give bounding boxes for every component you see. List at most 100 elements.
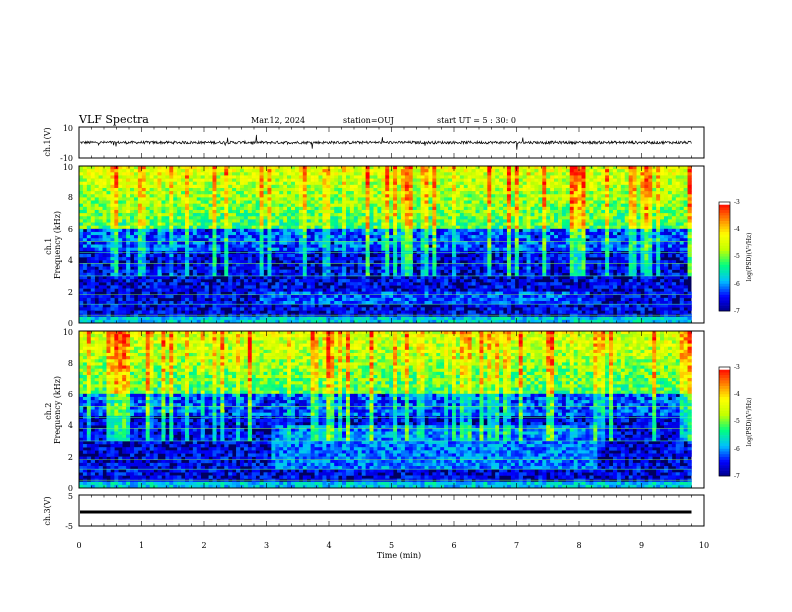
spec1-cells-cell (455, 206, 461, 211)
spec1-cells-cell (338, 319, 343, 324)
spec1-cells-cell (510, 257, 516, 261)
spec1-cells-cell (114, 175, 119, 179)
spec1-cells-cell (294, 291, 300, 296)
spec1-cells-cell (448, 166, 453, 170)
spec1-cells-cell (192, 263, 198, 267)
spec1-cells-cell (408, 203, 414, 208)
spec1-cells-cell (495, 319, 500, 324)
spec1-cells-cell (149, 235, 154, 239)
spec1-cells-cell (243, 216, 249, 220)
spec1-cells-cell (338, 260, 343, 264)
spec1-cells-cell (79, 269, 84, 274)
spec1-cells-cell (357, 272, 362, 277)
spec1-cells-cell (408, 285, 414, 289)
spec1-cells-cell (361, 266, 366, 270)
spec1-cells-cell (110, 187, 115, 192)
spec1-cells-cell (118, 319, 123, 324)
spec1-cells-cell (306, 200, 311, 204)
spec1-cells-cell (404, 263, 410, 267)
spec1-cells-cell (94, 269, 99, 274)
spec1-cells-cell (448, 247, 453, 252)
spec1-cells-cell (122, 282, 127, 286)
spec1-cells-cell (298, 200, 304, 204)
spec1-cells-cell (444, 316, 449, 321)
spec1-cells-cell (271, 297, 276, 302)
spec1-cells-cell (118, 216, 123, 220)
spec1-cells-cell (318, 206, 323, 211)
spec1-cells-cell (239, 213, 245, 217)
spec1-cells-cell (373, 203, 378, 208)
spec1-cells-cell (204, 209, 209, 214)
spec1-cells-cell (506, 231, 512, 236)
spec1-cells-cell (259, 203, 264, 208)
spec1-cells-cell (271, 219, 276, 223)
spec1-cells-cell (86, 191, 92, 195)
spec1-cells-cell (247, 194, 253, 198)
spec1-cells-cell (291, 285, 296, 289)
spec1-cells-cell (385, 206, 390, 211)
spec1-cells-cell (455, 294, 461, 299)
spec1-cells-cell (204, 282, 209, 286)
spec1-cells-cell (432, 187, 437, 192)
spec1-cells-cell (424, 228, 429, 233)
spec1-cells-cell (416, 235, 421, 239)
spec1-cells-cell (487, 257, 492, 261)
spec1-cells-cell (377, 253, 382, 258)
spec1-cells-cell (506, 178, 512, 182)
spec1-cells-cell (322, 222, 327, 226)
spec1-cells-cell (200, 228, 205, 233)
spec1-cells-cell (114, 172, 119, 176)
spec1-cells-cell (448, 209, 453, 214)
spec1-cells-cell (141, 181, 147, 186)
spec1-cells-cell (279, 184, 284, 189)
spec1-cells-cell (263, 319, 268, 324)
spec1-cells-cell (506, 319, 512, 324)
spec1-cells-cell (345, 225, 351, 230)
spec1-cells-cell (271, 166, 276, 170)
spec1-cells-cell (133, 244, 139, 248)
spec1-cells-cell (141, 178, 147, 182)
spec1-cells-cell (141, 253, 147, 258)
spec1-cells-cell (353, 235, 359, 239)
spec1-cells-cell (133, 263, 139, 267)
spec1-cells-cell (420, 197, 425, 201)
spec1-cells-cell (239, 297, 245, 302)
spec1-cells-cell (181, 294, 186, 299)
spec1-cells-cell (102, 297, 107, 302)
spec1-cells-cell (412, 275, 417, 280)
spec1-cells-cell (122, 247, 127, 252)
spec1-cells-cell (141, 260, 147, 264)
spec1-cells-cell (322, 181, 327, 186)
spec1-cells-cell (338, 172, 343, 176)
spec1-cells-cell (255, 194, 260, 198)
spec1-cells-cell (291, 225, 296, 230)
spec1-cells-cell (86, 279, 92, 283)
spec1-cells-cell (141, 310, 147, 314)
spec1-cells-cell (102, 225, 107, 230)
spec1-cells-cell (510, 235, 516, 239)
spec1-cells-cell (499, 272, 504, 277)
spec1-cells-cell (479, 219, 484, 223)
spec1-cells-cell (196, 222, 202, 226)
spec1-cells-cell (357, 279, 362, 283)
spec1-cells-cell (204, 175, 209, 179)
spec1-cells-cell (495, 282, 500, 286)
spec1-cells-cell (98, 166, 103, 170)
spec1-cells-cell (495, 209, 500, 214)
spec1-cells-cell (479, 225, 484, 230)
spec1-cells-cell (149, 203, 154, 208)
spec1-cells-cell (82, 172, 88, 176)
spec1-cells-cell (310, 166, 315, 170)
spec1-cells-cell (185, 235, 190, 239)
spec1-cells-cell (185, 228, 190, 233)
spec1-cells-cell (86, 257, 92, 261)
spec1-cells-cell (255, 244, 260, 248)
spec1-cells-cell (377, 228, 382, 233)
spec1-cells-cell (393, 222, 398, 226)
spec1-cells-cell (298, 181, 304, 186)
spec1-cells-cell (79, 200, 84, 204)
spec1-cells-cell (173, 169, 178, 173)
spec1-cells-cell (236, 172, 241, 176)
spec1-cells-cell (452, 209, 457, 214)
spec1-cells-cell (212, 175, 217, 179)
